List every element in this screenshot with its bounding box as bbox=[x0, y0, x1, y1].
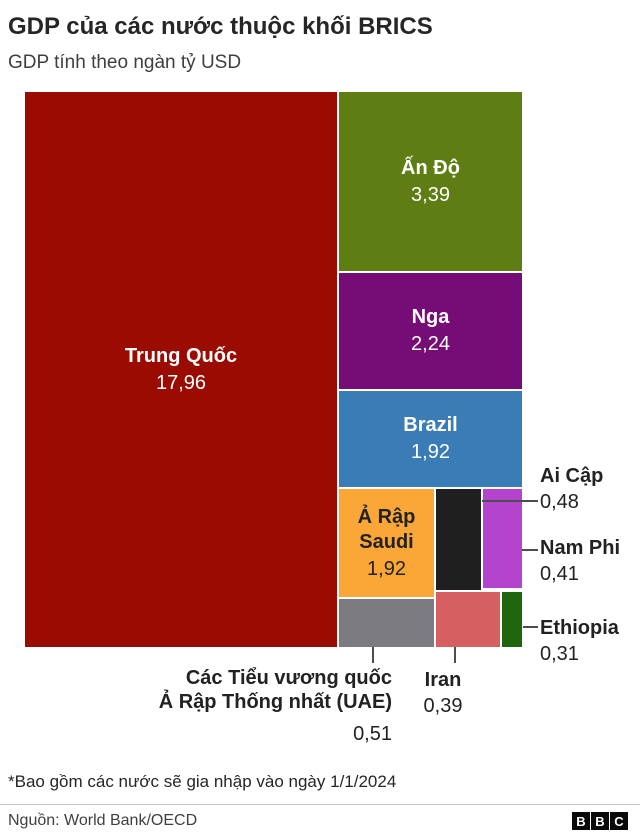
label-nam-phi: Nam Phi 0,41 bbox=[540, 536, 620, 586]
treemap-cell-brazil: Brazil 1,92 bbox=[339, 391, 522, 487]
label-value: 0,31 bbox=[540, 643, 579, 665]
treemap-cell-nga: Nga 2,24 bbox=[339, 273, 522, 389]
callout-line-iran bbox=[454, 647, 456, 663]
cell-value: 1,92 bbox=[411, 441, 450, 463]
treemap-cell-iran bbox=[436, 592, 500, 647]
treemap-cell-trung-quoc: Trung Quốc 17,96 bbox=[25, 92, 337, 647]
label-value: 0,48 bbox=[540, 491, 579, 513]
label-uae: Các Tiểu vương quốc Ả Rập Thống nhất (UA… bbox=[159, 666, 392, 746]
cell-value: 1,92 bbox=[367, 557, 406, 580]
chart-title: GDP của các nước thuộc khối BRICS bbox=[8, 13, 433, 40]
cell-name: Ấn Độ bbox=[401, 156, 460, 179]
cell-label-an-do: Ấn Độ 3,39 bbox=[401, 156, 460, 208]
chart-subtitle: GDP tính theo ngàn tỷ USD bbox=[8, 52, 242, 73]
label-name: Ethiopia bbox=[540, 617, 619, 639]
label-value: 0,39 bbox=[423, 695, 463, 717]
label-name: Nam Phi bbox=[540, 537, 621, 559]
cell-label-a-rap-saudi: Ả Rập Saudi 1,92 bbox=[341, 505, 432, 582]
label-value: 0,51 bbox=[353, 723, 392, 745]
footnote: *Bao gồm các nước sẽ gia nhập vào ngày 1… bbox=[8, 772, 397, 791]
cell-name: Brazil bbox=[403, 414, 458, 436]
footer-divider bbox=[0, 804, 640, 805]
bbc-logo: B B C bbox=[572, 812, 628, 830]
treemap: Trung Quốc 17,96 Ấn Độ 3,39 Nga 2,24 Bra… bbox=[25, 92, 522, 647]
cell-name: Nga bbox=[411, 306, 450, 328]
source-credit: Nguồn: World Bank/OECD bbox=[8, 812, 198, 829]
cell-value: 3,39 bbox=[411, 183, 450, 206]
treemap-cell-an-do: Ấn Độ 3,39 bbox=[339, 92, 522, 271]
bbc-logo-letter: C bbox=[610, 812, 628, 830]
cell-label-nga: Nga 2,24 bbox=[411, 305, 450, 357]
bbc-logo-letter: B bbox=[591, 812, 609, 830]
callout-line-nam-phi bbox=[522, 549, 538, 551]
treemap-cell-ethiopia bbox=[502, 592, 522, 647]
callout-line-ethiopia bbox=[523, 626, 538, 628]
callout-line-ai-cap bbox=[482, 500, 538, 502]
treemap-cell-uae bbox=[339, 599, 434, 647]
label-name: Iran bbox=[424, 669, 462, 691]
label-ethiopia: Ethiopia 0,31 bbox=[540, 616, 619, 666]
cell-label-brazil: Brazil 1,92 bbox=[403, 413, 457, 465]
label-value: 0,41 bbox=[540, 563, 579, 585]
cell-name: Trung Quốc bbox=[124, 344, 238, 367]
label-iran: Iran 0,39 bbox=[405, 668, 481, 718]
callout-line-uae bbox=[372, 647, 374, 663]
bbc-logo-letter: B bbox=[572, 812, 590, 830]
label-name: Ai Cập bbox=[540, 465, 604, 487]
cell-value: 2,24 bbox=[411, 333, 450, 355]
treemap-cell-ai-cap bbox=[436, 489, 481, 590]
label-ai-cap: Ai Cập 0,48 bbox=[540, 464, 603, 514]
treemap-cell-nam-phi bbox=[483, 489, 522, 588]
label-name-line2: Ả Rập Thống nhất (UAE) bbox=[158, 691, 392, 713]
label-name-line1: Các Tiểu vương quốc bbox=[185, 667, 392, 689]
cell-label-trung-quoc: Trung Quốc 17,96 bbox=[125, 344, 237, 396]
cell-value: 17,96 bbox=[155, 371, 207, 394]
cell-name: Ả Rập Saudi bbox=[357, 505, 416, 553]
treemap-cell-a-rap-saudi: Ả Rập Saudi 1,92 bbox=[339, 489, 434, 597]
